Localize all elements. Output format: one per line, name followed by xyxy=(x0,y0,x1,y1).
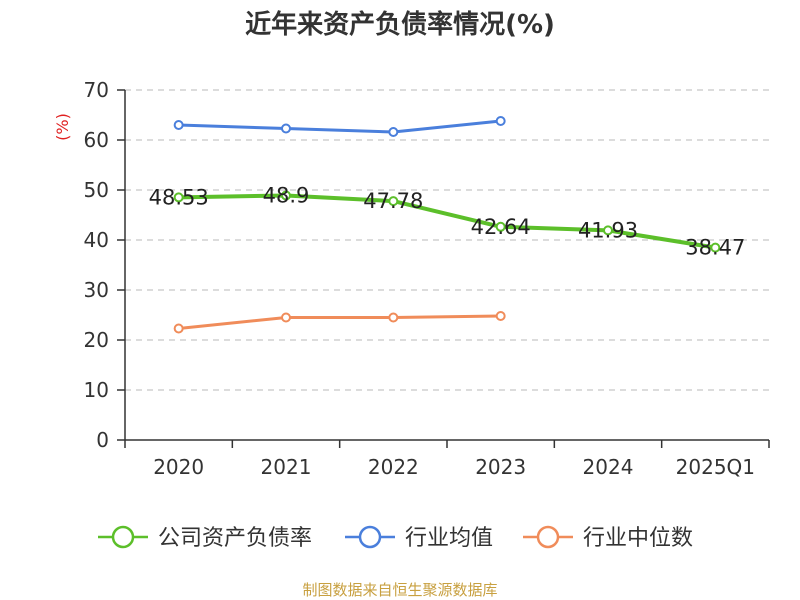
data-label: 47.78 xyxy=(363,189,423,213)
data-point[interactable] xyxy=(173,192,184,203)
legend-item-2[interactable]: 行业均值 xyxy=(345,525,493,551)
legend-item-1[interactable]: 公司资产负债率 xyxy=(98,525,312,551)
data-point[interactable] xyxy=(495,221,506,232)
y-tick-label: 40 xyxy=(84,228,109,252)
data-point[interactable] xyxy=(495,311,506,321)
data-point[interactable] xyxy=(388,196,399,207)
legend-marker-icon xyxy=(536,525,560,549)
y-tick-label: 30 xyxy=(84,278,109,302)
y-tick-label: 60 xyxy=(84,128,109,152)
data-labels: 48.53 48.9 47.78 42.64 41.93 38.47 xyxy=(149,184,746,260)
data-point[interactable] xyxy=(281,123,291,134)
x-tick-label: 2023 xyxy=(475,455,526,479)
data-point[interactable] xyxy=(281,312,291,323)
series-line-2 xyxy=(177,119,503,134)
x-tick-label: 2025Q1 xyxy=(676,455,755,479)
legend-marker-icon xyxy=(358,525,382,549)
data-label: 48.53 xyxy=(149,185,209,209)
axes: 0 10 20 30 40 50 60 70 2020 2021 2022 2023 2024 2025Q… xyxy=(84,78,770,479)
data-point[interactable] xyxy=(173,120,184,130)
legend-item-3[interactable]: 行业中位数 xyxy=(523,525,693,551)
data-point[interactable] xyxy=(495,116,506,126)
data-label: 38.47 xyxy=(685,236,745,260)
data-point[interactable] xyxy=(281,190,291,201)
data-point[interactable] xyxy=(173,323,184,334)
y-tick-label: 10 xyxy=(84,378,109,402)
legend-label: 公司资产负债率 xyxy=(158,526,312,551)
data-point[interactable] xyxy=(710,242,721,253)
data-point[interactable] xyxy=(603,225,613,236)
data-label: 42.64 xyxy=(471,215,531,239)
legend-label: 行业均值 xyxy=(405,526,493,551)
y-tick-label: 50 xyxy=(84,178,109,202)
legend[interactable]: 公司资产负债率 行业均值 行业中位数 xyxy=(98,525,693,551)
x-tick-label: 2021 xyxy=(261,455,312,479)
data-point[interactable] xyxy=(388,127,399,137)
data-label: 48.9 xyxy=(263,184,310,208)
series-line-1 xyxy=(176,193,718,250)
series-line-3 xyxy=(177,314,503,330)
chart-title: 近年来资产负债率情况(%) xyxy=(245,9,555,40)
y-axis-label: (%) xyxy=(53,113,72,141)
x-tick-label: 2022 xyxy=(368,455,419,479)
grid xyxy=(125,89,769,391)
x-tick-label: 2024 xyxy=(583,455,634,479)
y-tick-label: 70 xyxy=(84,78,109,102)
y-tick-label: 20 xyxy=(84,328,109,352)
y-tick-label: 0 xyxy=(96,428,109,452)
source-note: 制图数据来自恒生聚源数据库 xyxy=(302,581,497,599)
data-point[interactable] xyxy=(388,312,399,323)
series-layer xyxy=(173,116,721,334)
x-tick-label: 2020 xyxy=(153,455,204,479)
legend-label: 行业中位数 xyxy=(583,526,693,551)
data-label: 41.93 xyxy=(578,218,638,242)
legend-marker-icon xyxy=(111,525,135,549)
